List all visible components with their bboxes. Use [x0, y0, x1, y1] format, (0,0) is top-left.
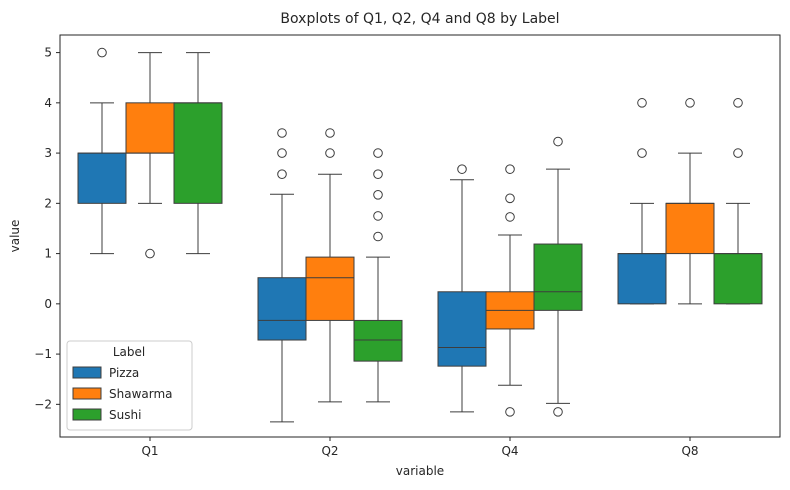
- box: [257, 277, 307, 341]
- outlier-point: [553, 136, 563, 147]
- outlier-point: [505, 164, 515, 174]
- x-tick-label: Q4: [501, 444, 518, 458]
- legend: Label Pizza Shawarma Sushi: [66, 340, 193, 431]
- box-group-shawarma-q2: [305, 128, 355, 403]
- plot-area: [77, 47, 763, 423]
- box-group-sushi-q1: [173, 52, 223, 255]
- box: [305, 256, 355, 321]
- outlier-point: [505, 212, 515, 222]
- chart-title: Boxplots of Q1, Q2, Q4 and Q8 by Label: [280, 11, 559, 27]
- outlier-point: [373, 189, 383, 200]
- outlier-point: [637, 148, 647, 158]
- outlier-point: [373, 169, 383, 179]
- box: [713, 253, 763, 305]
- legend-swatch-sushi: [72, 408, 102, 421]
- y-axis-label: value: [8, 220, 22, 253]
- box-group-sushi-q4: [533, 136, 583, 417]
- outlier-point: [505, 407, 515, 417]
- box-group-pizza-q1: [77, 47, 127, 255]
- outlier-point: [277, 128, 287, 138]
- outlier-point: [97, 47, 107, 58]
- box: [437, 291, 487, 367]
- legend-label-shawarma: Shawarma: [109, 387, 173, 401]
- y-tick-label: 1: [44, 247, 52, 261]
- box-group-shawarma-q1: [125, 52, 175, 259]
- legend-label-pizza: Pizza: [109, 366, 139, 380]
- y-tick-label: 5: [44, 46, 52, 60]
- y-tick-label: −2: [34, 397, 52, 411]
- box-group-sushi-q2: [353, 148, 403, 403]
- outlier-point: [277, 169, 287, 179]
- outlier-point: [373, 148, 383, 158]
- outlier-point: [373, 231, 383, 242]
- x-tick-label: Q1: [141, 444, 158, 458]
- box: [665, 202, 715, 255]
- box: [353, 319, 403, 362]
- outlier-point: [325, 128, 335, 138]
- y-tick-label: −1: [34, 347, 52, 361]
- outlier-point: [145, 248, 155, 259]
- outlier-point: [505, 193, 515, 204]
- y-tick-label: 0: [44, 297, 52, 311]
- outlier-point: [373, 211, 383, 221]
- box-group-shawarma-q8: [665, 98, 715, 305]
- x-tick-label: Q8: [681, 444, 698, 458]
- box: [77, 152, 127, 204]
- x-axis-label: variable: [396, 464, 444, 478]
- outlier-point: [637, 98, 647, 108]
- box: [125, 102, 175, 154]
- box-group-pizza-q2: [257, 128, 307, 423]
- outlier-point: [277, 148, 287, 158]
- legend-frame: [66, 340, 193, 431]
- legend-label-sushi: Sushi: [109, 408, 141, 422]
- y-tick-label: 2: [44, 196, 52, 210]
- box-group-pizza-q4: [437, 164, 487, 413]
- legend-swatch-shawarma: [72, 387, 102, 400]
- box: [533, 243, 583, 311]
- legend-swatch-pizza: [72, 366, 102, 379]
- x-tick-label: Q2: [321, 444, 338, 458]
- outlier-point: [325, 148, 335, 158]
- box-group-pizza-q8: [617, 98, 667, 305]
- y-tick-label: 3: [44, 146, 52, 160]
- outlier-point: [553, 407, 563, 417]
- box-group-sushi-q8: [713, 98, 763, 305]
- x-axis: Q1 Q2 Q4 Q8: [141, 437, 699, 458]
- box: [173, 102, 223, 204]
- box-group-shawarma-q4: [485, 164, 535, 417]
- y-tick-label: 4: [44, 96, 52, 110]
- outlier-point: [733, 98, 743, 108]
- y-axis: −2 −1 0 1 2 3 4 5: [34, 46, 60, 411]
- box: [617, 253, 667, 305]
- outlier-point: [733, 148, 743, 158]
- outlier-point: [685, 98, 695, 108]
- outlier-point: [457, 164, 467, 174]
- plot-frame: [59, 34, 781, 438]
- legend-title: Label: [113, 345, 145, 359]
